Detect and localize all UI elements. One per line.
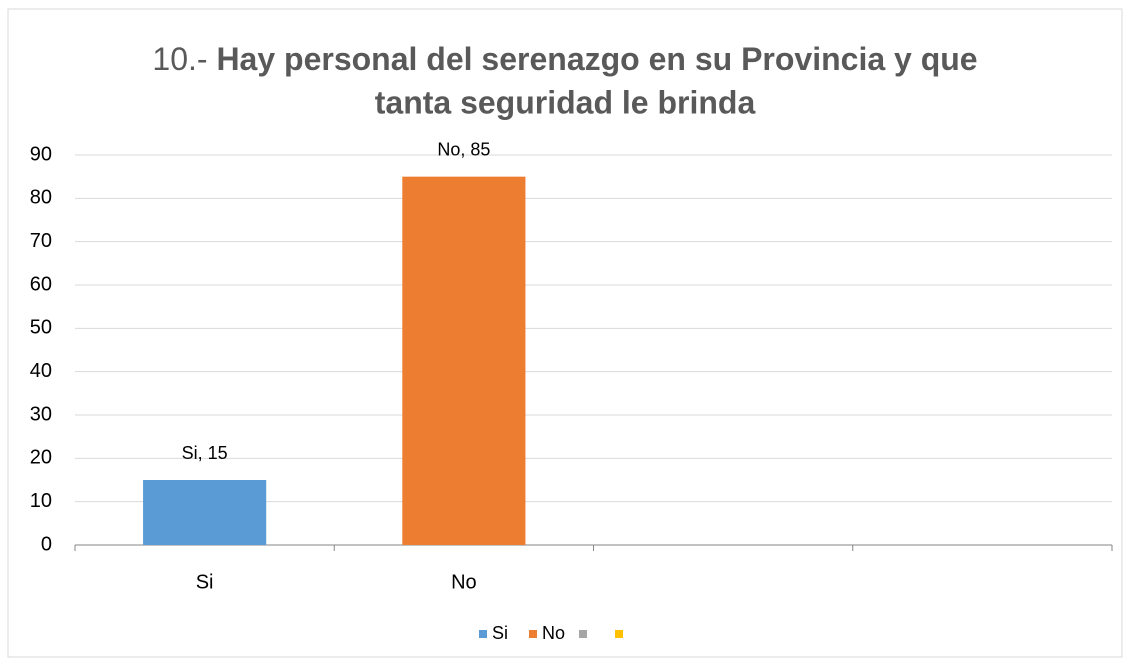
data-label: No, 85 [437,139,490,159]
bar [402,176,526,545]
y-tick-label: 80 [30,187,52,209]
y-tick-label: 50 [30,317,52,339]
legend-swatch [579,630,587,638]
title-prefix: 10.- [152,41,207,77]
chart-title: 10.- Hay personal del serenazgo en su Pr… [152,41,977,77]
y-tick-label: 40 [30,360,52,382]
y-tick-label: 70 [30,230,52,252]
x-tick-label: Si [196,571,214,593]
legend-swatch [479,630,487,638]
y-tick-label: 0 [41,533,52,555]
x-tick-label: No [451,571,477,593]
legend-label: Si [492,623,508,643]
legend-label: No [542,623,565,643]
y-tick-label: 20 [30,447,52,469]
y-tick-label: 60 [30,273,52,295]
title-line: tanta seguridad le brinda [375,84,756,120]
legend-swatch [615,630,623,638]
y-tick-label: 30 [30,403,52,425]
legend-swatch [529,630,537,638]
chart-border [7,8,1123,658]
bar [143,480,267,545]
title-line: Hay personal del serenazgo en su Provinc… [216,41,977,77]
y-tick-label: 90 [30,143,52,165]
y-tick-label: 10 [30,490,52,512]
data-label: Si, 15 [182,443,228,463]
